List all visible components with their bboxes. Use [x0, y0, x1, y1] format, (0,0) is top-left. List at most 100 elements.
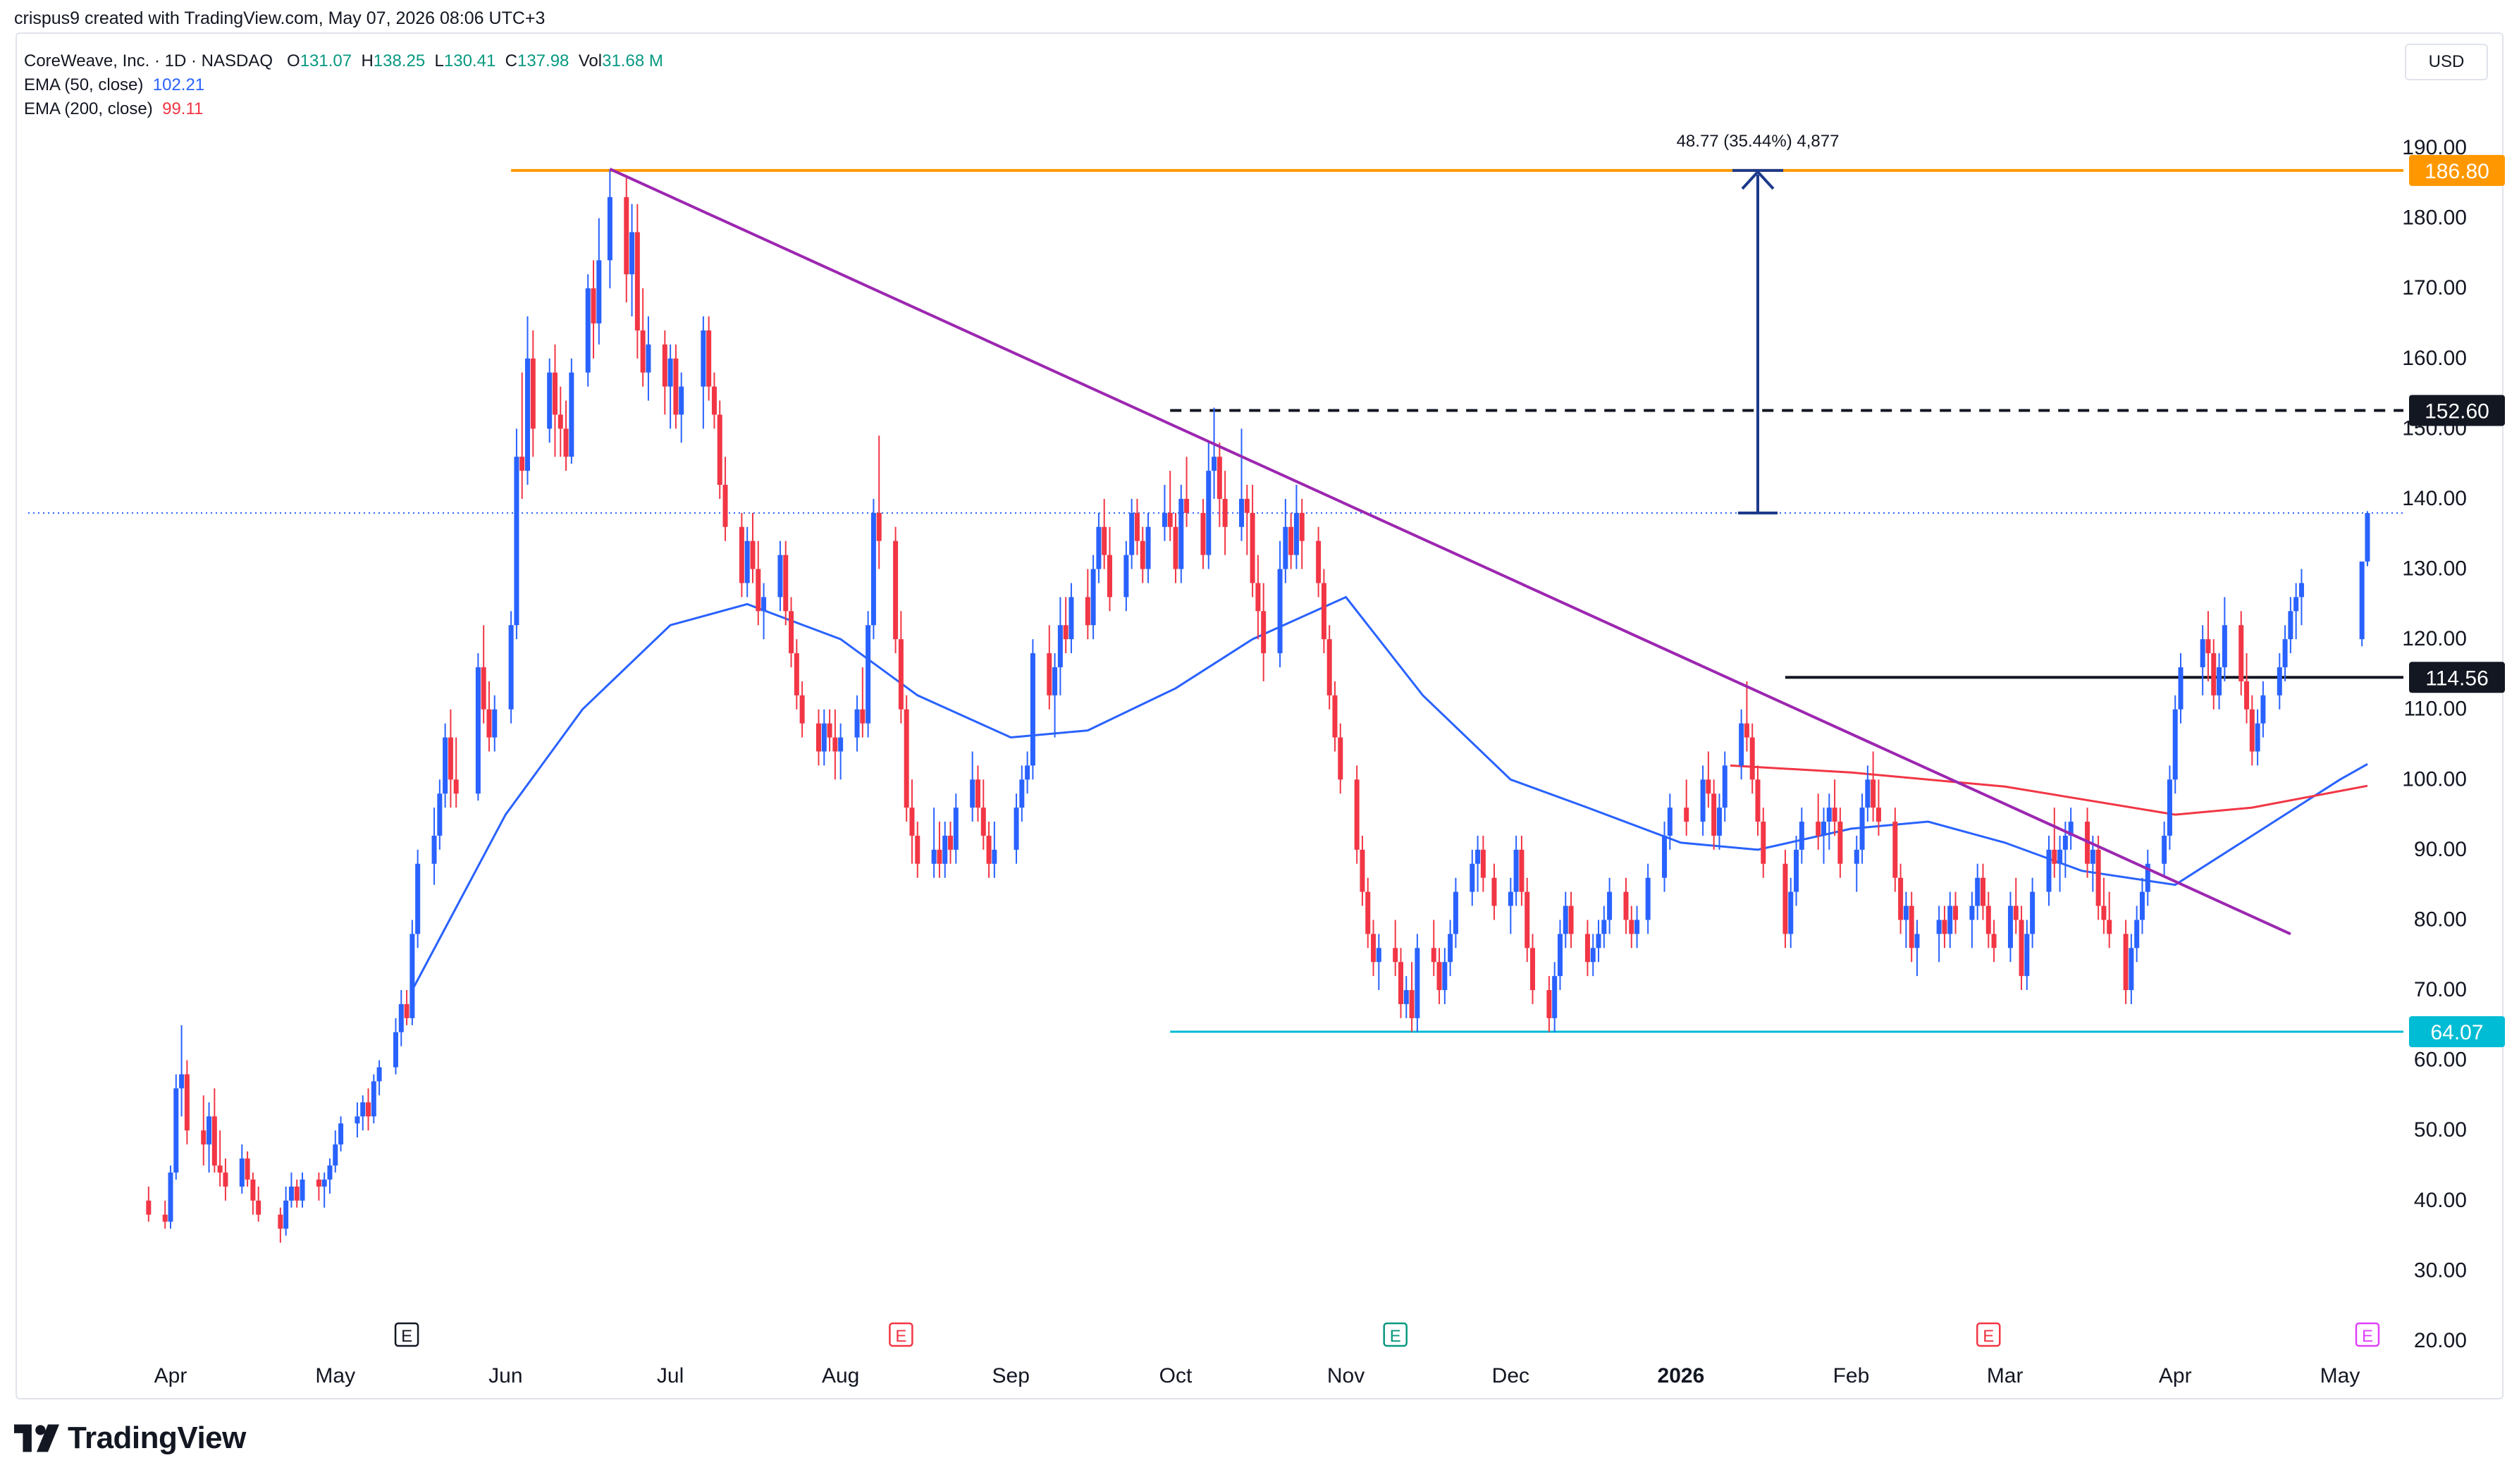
candle-body [1854, 849, 1859, 864]
candle-body [327, 1165, 333, 1180]
candle-body [1107, 555, 1113, 598]
candle-body [2024, 934, 2030, 977]
candles-layer [146, 168, 2370, 1243]
candle-body [1068, 597, 1074, 640]
candle-body [679, 386, 684, 415]
candle-body [585, 288, 591, 373]
candle-body [453, 779, 459, 794]
candle-body [1129, 512, 1135, 555]
candle-body [1393, 948, 1398, 963]
candle-body [508, 625, 514, 710]
earnings-marker-label: E [1390, 1327, 1401, 1346]
candle-body [1261, 611, 1267, 654]
price-label-bg [2409, 1016, 2505, 1048]
candle-body [1365, 891, 1371, 934]
candle-body [1448, 934, 1453, 963]
candle-body [1442, 962, 1448, 991]
candle-body [355, 1116, 360, 1124]
candle-body [789, 611, 794, 654]
horizontal-lines-layer [28, 168, 2403, 1033]
price-label-186-80: 186.80 [2409, 154, 2505, 186]
candle-body [2162, 835, 2167, 864]
candle-body [525, 358, 531, 471]
candle-body [1590, 948, 1596, 963]
x-tick-label: Apr [2159, 1364, 2192, 1387]
candle-body [1947, 905, 1953, 934]
chart-caption: crispus9 created with TradingView.com, M… [14, 8, 546, 28]
candle-body [519, 457, 525, 471]
price-label-bg [2409, 154, 2505, 186]
candle-body [799, 695, 805, 724]
candle-body [1557, 934, 1563, 977]
y-tick-label: 170.00 [2402, 276, 2467, 299]
candle-body [443, 737, 448, 794]
price-axis: 20.00 30.00 40.00 50.00 60.00 70.00 80.00 90.00… [2402, 136, 2505, 1352]
candle-body [2046, 849, 2052, 892]
candle-body [1376, 948, 1381, 963]
price-label-bg [2409, 395, 2505, 426]
candle-body [376, 1067, 382, 1082]
candle-body [404, 1003, 409, 1018]
y-tick-label: 120.00 [2402, 627, 2467, 650]
candle-body [437, 793, 443, 836]
x-tick-label: Aug [822, 1364, 859, 1387]
candle-body [1239, 498, 1245, 527]
y-tick-label: 50.00 [2414, 1118, 2467, 1142]
candle-body [2222, 625, 2227, 667]
tradingview-logo[interactable]: TradingView [14, 1421, 246, 1456]
candle-body [2238, 625, 2244, 681]
candle-body [1953, 905, 1959, 920]
tradingview-logo-text: TradingView [68, 1421, 246, 1455]
candle-body [211, 1116, 217, 1166]
ema200-line [1730, 764, 2368, 816]
candle-body [393, 1032, 398, 1068]
candle-body [1871, 779, 1876, 808]
candle-body [1623, 891, 1629, 920]
candle-body [596, 260, 602, 323]
candle-body [1969, 905, 1975, 920]
candle-body [634, 232, 640, 330]
candle-body [239, 1158, 245, 1187]
legend-ema50-row[interactable]: EMA (50, close) 102.21 [24, 73, 663, 97]
candle-body [756, 569, 761, 612]
candle-body [876, 512, 882, 541]
candle-body [475, 667, 481, 794]
x-tick-label: Jun [488, 1364, 522, 1387]
candle-body [217, 1165, 223, 1173]
legend-open-label: O [287, 51, 300, 70]
candle-body [1047, 653, 1052, 695]
candle-body [2211, 653, 2217, 695]
candle-body [1316, 540, 1322, 583]
candle-body [1403, 990, 1409, 1004]
candle-body [821, 723, 827, 752]
candle-body [2062, 835, 2068, 850]
candle-body [1662, 835, 1668, 878]
candle-body [992, 849, 997, 864]
price-label-text: 186.80 [2425, 160, 2489, 183]
y-tick-label: 90.00 [2414, 838, 2467, 861]
candle-body [492, 709, 498, 738]
candle-body [2007, 905, 2013, 948]
legend-symbol-row: CoreWeave, Inc. · 1D · NASDAQ O131.07 H1… [24, 49, 663, 73]
legend-close-value: 137.98 [517, 51, 569, 70]
y-tick-label: 30.00 [2414, 1259, 2467, 1282]
legend-low-value: 130.41 [443, 51, 496, 70]
currency-button[interactable]: USD [2405, 44, 2488, 80]
tradingview-logo-icon [14, 1424, 59, 1452]
candle-body [2057, 849, 2063, 864]
earnings-marker-label: E [1983, 1327, 1994, 1346]
candle-body [162, 1214, 168, 1222]
candle-body [1832, 808, 1837, 822]
earnings-marker-box [1383, 1322, 1408, 1347]
candle-body [1739, 723, 1744, 766]
candle-body [1475, 849, 1481, 864]
candle-body [1816, 822, 1821, 836]
candle-body [2134, 920, 2140, 948]
candle-body [2298, 583, 2304, 598]
candle-body [931, 849, 937, 864]
candle-body [667, 358, 673, 387]
legend-ema200-row[interactable]: EMA (200, close) 99.11 [24, 97, 663, 121]
measure-layer: 48.77 (35.44%) 4,877 [1677, 132, 1839, 515]
candle-body [1629, 920, 1634, 934]
